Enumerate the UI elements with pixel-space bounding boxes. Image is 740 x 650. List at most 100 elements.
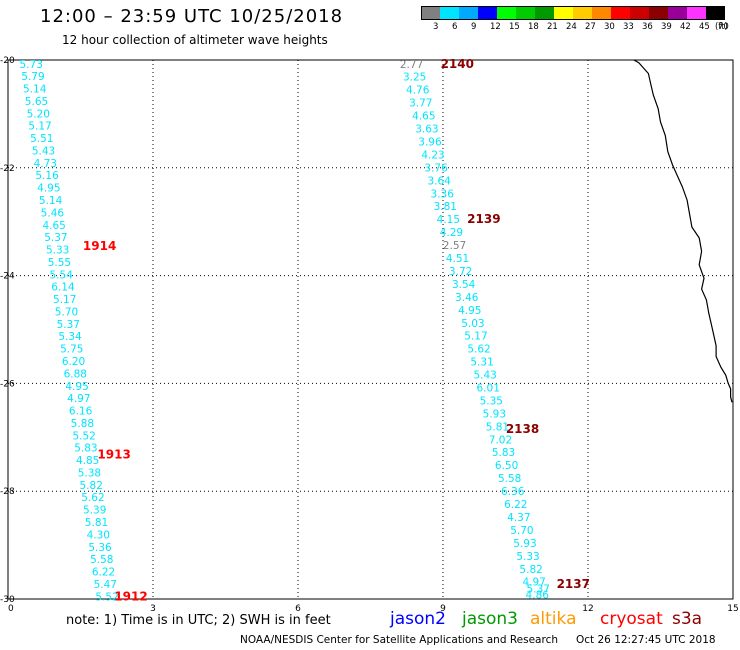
y-tick-label: -28 [0,487,15,497]
legend-swatch [421,6,440,20]
map-frame [7,59,734,600]
legend-label: 33 [623,22,634,32]
wave-height-value: 5.43 [32,145,55,157]
wave-height-value: 5.65 [25,96,48,108]
pass-number: 2138 [506,422,539,436]
wave-height-value: 6.14 [51,282,75,294]
wave-height-value: 4.37 [507,512,530,524]
wave-height-value: 4.30 [87,529,110,541]
x-tick-label: 6 [295,604,301,614]
wave-height-value: 5.03 [461,318,484,330]
wave-height-value: 4.97 [522,577,545,589]
wave-height-value: 5.54 [50,269,74,281]
wave-height-value: 3.76 [424,162,448,174]
legend-label: 27 [585,22,596,32]
wave-height-value: 5.14 [39,195,63,207]
legend-label: 39 [661,22,672,32]
credit-line: NOAA/NESDIS Center for Satellite Applica… [240,634,558,646]
wave-height-value: 5.14 [23,84,47,96]
footer-note: note: 1) Time is in UTC; 2) SWH is in fe… [66,613,331,628]
legend-label: 70 [718,22,729,32]
wave-height-value: 6.36 [501,486,525,498]
legend-swatch [573,6,592,20]
legend-swatch [554,6,573,20]
legend-swatch [649,6,668,20]
wave-height-value: 5.17 [464,331,487,343]
wave-height-value: 5.81 [486,421,509,433]
legend-swatch [459,6,478,20]
y-tick-label: -22 [0,164,15,174]
legend-label: 9 [471,22,477,32]
wave-height-value: 5.20 [27,108,50,120]
pass-number: 2137 [557,577,590,591]
wave-height-value: 4.86 [526,590,550,602]
satellite-name: altika [530,609,577,629]
coastline [633,59,733,403]
wave-height-value: 5.17 [28,121,51,133]
wave-height-value: 6.01 [477,383,500,395]
wave-height-value: 5.33 [46,245,69,257]
wave-height-value: 3.77 [409,98,432,110]
wave-height-value: 5.34 [58,331,82,343]
wave-height-value: 5.75 [60,344,83,356]
wave-height-value: 5.35 [480,395,503,407]
wave-height-value: 5.83 [74,443,97,455]
legend-swatch [630,6,649,20]
legend-border [421,6,725,20]
wave-height-value: 2.57 [443,240,466,252]
legend-unit: (ft) [715,22,728,32]
wave-height-value: 5.58 [90,554,113,566]
wave-height-value: 4.15 [437,214,460,226]
pass-number: 1914 [83,239,116,253]
wave-height-value: 5.73 [20,59,43,71]
wave-height-value: 5.52 [72,430,95,442]
legend-label: 3 [433,22,439,32]
wave-height-value: 3.63 [415,124,438,136]
satellite-name: s3a [672,609,703,629]
wave-height-value: 5.36 [88,542,112,554]
wave-height-value: 5.62 [81,492,104,504]
wave-height-value: 4.65 [42,220,65,232]
legend-swatch [592,6,611,20]
wave-height-value: 5.82 [80,480,103,492]
generation-timestamp: Oct 26 12:27:45 UTC 2018 [576,634,716,646]
wave-height-value: 3.81 [434,201,457,213]
wave-height-value: 4.51 [446,253,469,265]
wave-height-value: 5.93 [513,538,536,550]
wave-height-value: 6.22 [92,567,115,579]
wave-height-value: 5.16 [35,170,59,182]
legend-label: 30 [604,22,615,32]
wave-height-value: 5.38 [78,467,101,479]
satellite-name: jason3 [462,609,518,629]
wave-height-value: 3.54 [452,279,476,291]
map-axes: 0 3 6 9 12 15 -20 -22 -24 -26 -28 -30 [0,56,739,614]
x-tick-label: 12 [582,604,593,614]
wave-height-value: 5.88 [71,418,94,430]
pass-labels: 1914 1913 1912 2140 2139 2138 2137 [83,57,590,604]
wave-height-value: 3.25 [403,72,426,84]
wave-height-value: 4.29 [440,227,463,239]
x-tick-label: 3 [150,604,156,614]
y-tick-label: -20 [0,56,15,66]
y-tick-label: -30 [0,595,15,605]
x-tick-label: 9 [440,604,446,614]
wave-height-value: 5.70 [510,525,533,537]
wave-height-value: 5.79 [21,71,44,83]
coastline-path [633,59,733,403]
wave-height-value: 3.36 [431,188,455,200]
wave-height-value: 5.58 [498,473,521,485]
map-subtitle: 12 hour collection of altimeter wave hei… [62,33,328,47]
map-grid [7,59,734,600]
wave-height-value: 5.83 [492,447,515,459]
wave-height-value: 5.31 [470,357,493,369]
wave-height-value: 4.65 [412,111,435,123]
wave-height-value: 6.22 [504,499,527,511]
legend-swatch [478,6,497,20]
legend-label: 45 [699,22,710,32]
wave-height-value: 7.02 [489,434,512,446]
wave-height-value: 5.17 [53,294,76,306]
legend-label: 21 [547,22,558,32]
wave-height-value: 5.93 [483,408,506,420]
wave-height-value: 5.37 [57,319,80,331]
pass-number: 2139 [467,212,500,226]
